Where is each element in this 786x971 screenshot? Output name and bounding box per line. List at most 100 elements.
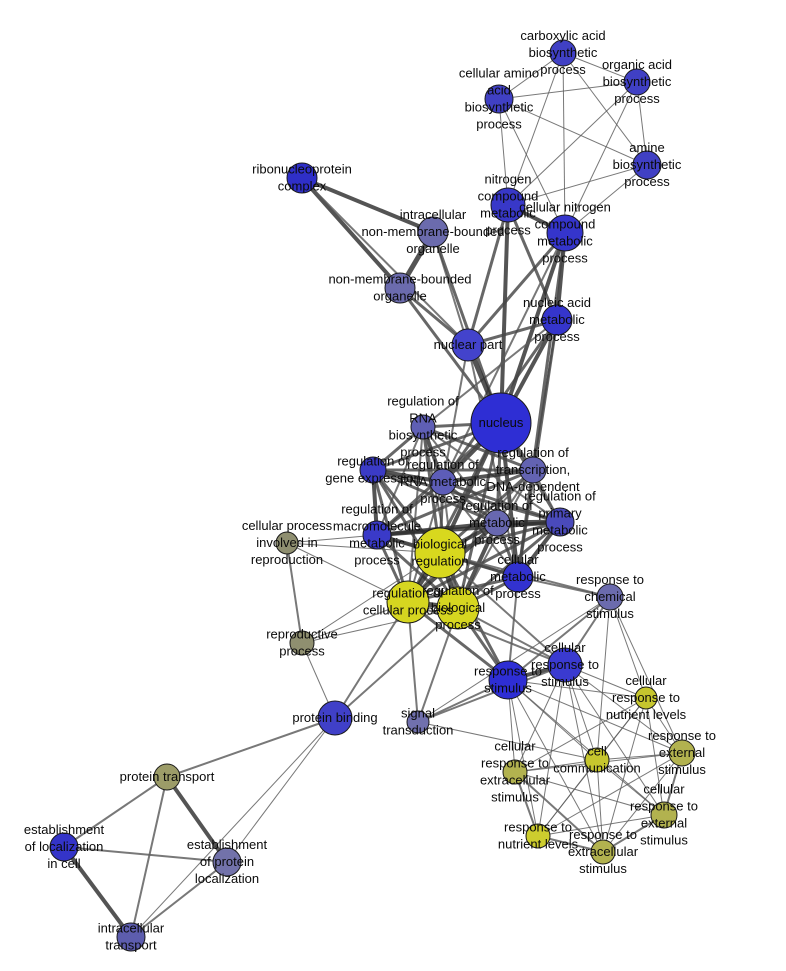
node-label-cellular-response-to-stimulus: cellular response to stimulus	[531, 640, 599, 689]
node-label-protein-transport: protein transport	[120, 769, 215, 784]
node-intracellular-non-membrane-bounded-organelle[interactable]	[417, 216, 449, 248]
node-label-regulation-of-gene-expression: regulation of gene expression	[325, 454, 420, 486]
edge-nucleic-acid-metabolic-process--cellular-metabolic-process	[516, 319, 559, 578]
node-protein-binding[interactable]	[317, 700, 353, 736]
node-cellular-amino-acid-biosynthetic-process[interactable]	[484, 84, 514, 114]
node-nucleus[interactable]	[470, 392, 532, 454]
node-label-cell-communication: cell communication	[553, 744, 640, 776]
edge-response-to-chemical-stimulus--cell-communication	[596, 596, 611, 761]
node-regulation-of-cellular-process[interactable]	[386, 580, 430, 624]
node-nucleic-acid-metabolic-process[interactable]	[541, 304, 573, 336]
node-establishment-of-protein-localization[interactable]	[212, 847, 242, 877]
edge-protein-binding--intracellular-transport	[130, 717, 336, 938]
node-label-cellular-metabolic-process: cellular metabolic process	[490, 552, 546, 601]
node-organic-acid-biosynthetic-process[interactable]	[623, 68, 651, 96]
edge-cellular-response-to-nutrient-levels--cellular-response-to-extracellular-stimulus	[514, 697, 647, 773]
edge-response-to-chemical-stimulus--cellular-response-to-nutrient-levels	[609, 596, 647, 699]
node-nitrogen-compound-metabolic-process[interactable]	[490, 187, 526, 223]
edge-response-to-chemical-stimulus--response-to-stimulus	[507, 596, 611, 681]
node-biological-regulation[interactable]	[414, 527, 466, 579]
node-reproductive-process[interactable]	[289, 630, 315, 656]
node-label-biological-regulation: biological regulation	[411, 537, 468, 569]
node-label-response-to-external-stimulus: response to external stimulus	[648, 728, 716, 777]
edge-protein-transport--establishment-of-localization-in-cell	[63, 776, 168, 848]
edge-protein-binding--establishment-of-protein-localization	[226, 717, 336, 863]
edge-cell-communication--cellular-response-to-external-stimulus	[596, 759, 665, 816]
node-regulation-of-biological-process[interactable]	[436, 586, 480, 630]
node-label-response-to-chemical-stimulus: response to chemical stimulus	[576, 572, 644, 621]
edge-carboxylic-acid-biosynthetic-process--amine-biosynthetic-process	[562, 52, 648, 166]
edge-regulation-of-cellular-process--protein-binding	[334, 601, 409, 719]
node-response-to-stimulus[interactable]	[488, 660, 528, 700]
node-label-signal-transduction: signal transduction	[383, 706, 454, 738]
edge-cellular-response-to-stimulus--response-to-external-stimulus	[564, 664, 683, 754]
node-label-response-to-extracellular-stimulus: response to extracellular stimulus	[568, 827, 639, 876]
edge-nitrogen-compound-metabolic-process--nucleic-acid-metabolic-process	[506, 204, 559, 321]
edge-cellular-response-to-extracellular-stimulus--cellular-response-to-external-stimulus	[514, 771, 665, 816]
node-regulation-of-rna-metabolic-process[interactable]	[429, 468, 457, 496]
node-label-protein-binding: protein binding	[292, 710, 377, 725]
node-label-regulation-of-transcription-dna-dependent: regulation of transcription, DNA-dependent	[486, 445, 580, 494]
node-label-regulation-of-rna-biosynthetic-process: regulation of RNA biosynthetic process	[387, 394, 459, 460]
node-nuclear-part[interactable]	[451, 328, 485, 362]
node-regulation-of-transcription-dna-dependent[interactable]	[519, 456, 547, 484]
node-regulation-of-rna-biosynthetic-process[interactable]	[410, 414, 436, 440]
edge-regulation-of-gene-expression--regulation-of-biological-process	[371, 469, 460, 609]
node-establishment-of-localization-in-cell[interactable]	[49, 832, 79, 862]
node-regulation-of-metabolic-process[interactable]	[483, 509, 511, 537]
edge-protein-binding--protein-transport	[166, 717, 336, 778]
node-signal-transduction[interactable]	[406, 710, 430, 734]
edge-cellular-amino-acid-biosynthetic-process--cellular-nitrogen-compound-metabolic-process	[498, 98, 566, 234]
edge-establishment-of-protein-localization--intracellular-transport	[130, 861, 228, 938]
edge-cell-communication--response-to-extracellular-stimulus	[596, 759, 604, 853]
node-cellular-metabolic-process[interactable]	[502, 561, 534, 593]
node-response-to-extracellular-stimulus[interactable]	[590, 839, 616, 865]
edge-response-to-stimulus--cellular-response-to-nutrient-levels	[507, 679, 647, 699]
node-ribonucleoprotein-complex[interactable]	[286, 162, 318, 194]
edge-cellular-nitrogen-compound-metabolic-process--nuclear-part	[466, 232, 567, 346]
node-cellular-process-involved-in-reproduction[interactable]	[275, 531, 299, 555]
edge-signal-transduction--response-to-chemical-stimulus	[417, 596, 611, 723]
node-response-to-nutrient-levels[interactable]	[525, 823, 551, 849]
edge-regulation-of-rna-metabolic-process--regulation-of-primary-metabolic-process	[442, 480, 561, 524]
node-response-to-external-stimulus[interactable]	[668, 739, 696, 767]
node-label-regulation-of-biological-process: regulation of biological process	[422, 583, 494, 632]
node-cell-communication[interactable]	[584, 747, 610, 773]
edge-organic-acid-biosynthetic-process--nitrogen-compound-metabolic-process	[507, 81, 638, 206]
edge-cellular-response-to-stimulus--signal-transduction	[417, 664, 566, 723]
node-label-establishment-of-protein-localization: establishment of protein localization	[187, 837, 268, 886]
node-intracellular-transport[interactable]	[116, 922, 146, 952]
node-protein-transport[interactable]	[153, 763, 181, 791]
node-non-membrane-bounded-organelle[interactable]	[384, 272, 416, 304]
edge-response-to-stimulus--response-to-nutrient-levels	[507, 679, 539, 837]
edge-regulation-of-gene-expression--regulation-of-metabolic-process	[372, 468, 498, 525]
node-cellular-response-to-nutrient-levels[interactable]	[634, 686, 658, 710]
edge-regulation-of-transcription-dna-dependent--regulation-of-rna-metabolic-process	[442, 468, 534, 484]
node-label-response-to-nutrient-levels: response to nutrient levels	[498, 820, 579, 852]
node-cellular-response-to-extracellular-stimulus[interactable]	[502, 759, 528, 785]
node-cellular-response-to-external-stimulus[interactable]	[650, 801, 678, 829]
edge-protein-transport--intracellular-transport	[130, 776, 168, 938]
node-regulation-of-macromolecule-metabolic-process[interactable]	[362, 520, 392, 550]
node-response-to-chemical-stimulus[interactable]	[596, 583, 624, 611]
edge-nitrogen-compound-metabolic-process--nuclear-part	[466, 204, 510, 346]
node-label-cellular-response-to-extracellular-stimulus: cellular response to extracellular stimulus	[480, 739, 551, 805]
node-regulation-of-gene-expression[interactable]	[359, 456, 387, 484]
node-label-cellular-amino-acid-biosynthetic-process: cellular amino acid biosynthetic process	[459, 66, 539, 132]
edge-amine-biosynthetic-process--nitrogen-compound-metabolic-process	[507, 164, 648, 206]
edge-cellular-process-involved-in-reproduction--regulation-of-cellular-process	[286, 542, 409, 603]
node-carboxylic-acid-biosynthetic-process[interactable]	[549, 39, 577, 67]
node-cellular-response-to-stimulus[interactable]	[547, 647, 583, 683]
node-cellular-nitrogen-compound-metabolic-process[interactable]	[546, 214, 584, 252]
edge-response-to-stimulus--cellular-response-to-external-stimulus	[507, 679, 665, 816]
node-label-nucleic-acid-metabolic-process: nucleic acid metabolic process	[523, 295, 591, 344]
node-label-regulation-of-metabolic-process: regulation of metabolic process	[461, 498, 533, 547]
node-regulation-of-primary-metabolic-process[interactable]	[545, 507, 575, 537]
node-label-nitrogen-compound-metabolic-process: nitrogen compound metabolic process	[478, 172, 539, 238]
node-label-response-to-stimulus: response to stimulus	[474, 664, 542, 696]
node-amine-biosynthetic-process[interactable]	[632, 150, 662, 180]
edge-cellular-response-to-external-stimulus--response-to-nutrient-levels	[537, 814, 665, 837]
edge-nitrogen-compound-metabolic-process--nucleus	[499, 204, 510, 424]
edge-cellular-response-to-stimulus--cellular-response-to-extracellular-stimulus	[514, 664, 566, 773]
